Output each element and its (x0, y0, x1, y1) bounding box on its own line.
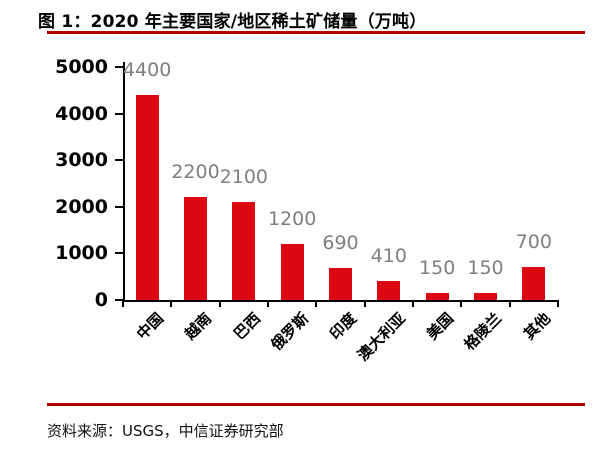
bar-value-label: 690 (322, 231, 359, 254)
bar-value-label: 700 (515, 231, 552, 254)
y-tick-label: 3000 (55, 149, 108, 172)
bar (135, 94, 159, 300)
rare-earth-reserves-bar-chart: 0 1000 2000 3000 4000 5000 4400 中国 2200 越南 2100 巴西 1… (0, 40, 602, 410)
x-category-label: 越南 (181, 309, 216, 344)
bar (522, 267, 546, 300)
bar (329, 267, 352, 300)
x-category-label: 巴西 (229, 309, 264, 344)
x-tick-mark (363, 301, 366, 307)
bar-value-label: 1200 (267, 208, 317, 231)
figure-title: 图 1：2020 年主要国家/地区稀土矿储量（万吨） (38, 12, 427, 32)
x-tick-mark (412, 301, 414, 307)
bar (184, 197, 207, 300)
x-tick-mark (557, 301, 559, 307)
x-tick-mark (170, 301, 173, 307)
x-tick-mark (460, 301, 463, 307)
y-tick-mark (115, 252, 124, 255)
bar (425, 293, 449, 300)
bar-value-label: 2100 (219, 166, 268, 189)
x-tick-mark (218, 301, 221, 307)
y-tick-label: 0 (94, 289, 108, 311)
y-tick-mark (115, 205, 124, 208)
bar-value-label: 150 (419, 257, 456, 279)
bar (232, 202, 256, 300)
y-tick-mark (115, 112, 124, 115)
y-tick-label: 5000 (55, 56, 108, 78)
bar (377, 280, 401, 300)
bar (280, 244, 304, 300)
y-tick-mark (115, 66, 124, 68)
x-tick-mark (122, 301, 124, 307)
x-category-label: 澳大利亚 (353, 309, 409, 365)
y-tick-label: 2000 (55, 195, 108, 218)
bar-value-label: 150 (467, 257, 504, 279)
x-category-label: 美国 (423, 309, 458, 344)
bar-value-label: 4400 (122, 58, 172, 81)
x-category-label: 印度 (326, 309, 361, 344)
x-category-label: 中国 (133, 309, 168, 344)
x-category-label: 格陵兰 (460, 309, 506, 354)
bar (474, 293, 497, 300)
title-divider-line (47, 31, 585, 34)
footer-divider-line (47, 403, 585, 406)
x-tick-mark (508, 301, 511, 307)
y-tick-label: 1000 (55, 242, 108, 265)
bar-value-label: 410 (370, 244, 407, 267)
bar-value-label: 2200 (171, 161, 220, 184)
y-axis-line (123, 62, 125, 302)
y-tick-label: 4000 (55, 102, 108, 125)
source-note: 资料来源：USGS，中信证券研究部 (47, 422, 284, 440)
y-tick-mark (115, 299, 124, 301)
x-category-label: 其他 (519, 309, 554, 344)
x-tick-mark (315, 301, 318, 307)
x-category-label: 俄罗斯 (267, 309, 313, 354)
x-axis-line (123, 300, 559, 302)
x-tick-mark (267, 301, 269, 307)
y-tick-mark (115, 159, 124, 162)
